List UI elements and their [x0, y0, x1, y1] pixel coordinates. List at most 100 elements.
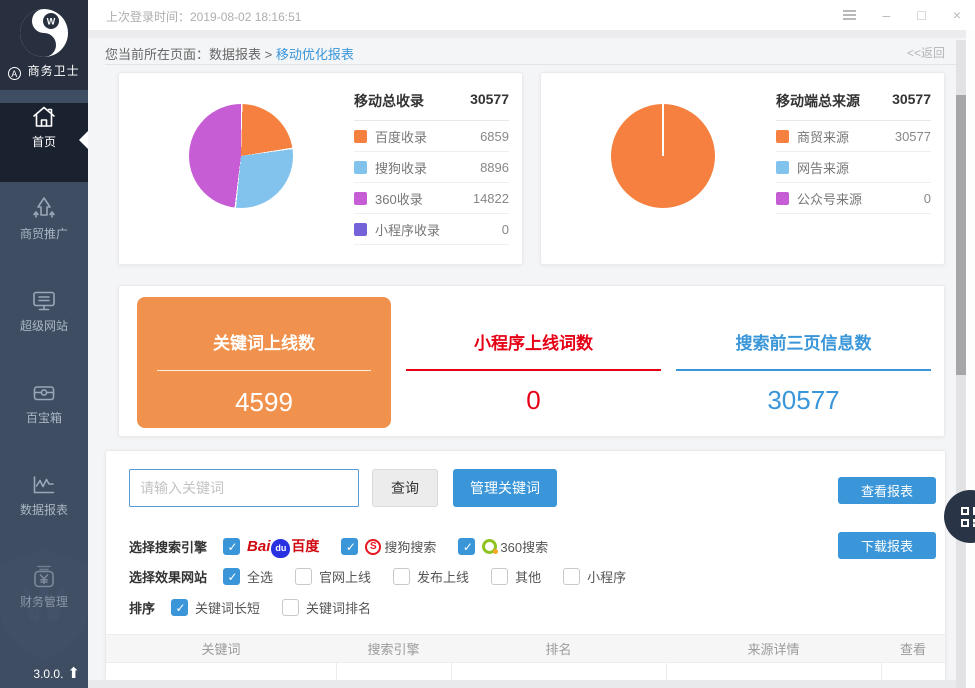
baidu-swatch-icon: [354, 129, 367, 143]
sidebar-item-website[interactable]: 超级网站: [0, 287, 88, 366]
brand-logo-icon: W: [18, 7, 70, 59]
select-all-checkbox[interactable]: [223, 568, 241, 586]
minimize-button[interactable]: –: [882, 7, 891, 23]
active-arrow-icon: [79, 131, 88, 149]
engine-option-360: 360搜索: [458, 537, 548, 556]
title-bar: 上次登录时间：2019-08-02 18:16:51 – □ ×: [88, 0, 975, 30]
legend-item: 360收录 14822: [354, 183, 509, 214]
top3-info-stat: 搜索前三页信息数 30577: [676, 297, 931, 428]
back-link[interactable]: <<返回: [906, 46, 945, 60]
mobile-source-pie-card: 移动端总来源 30577 商贸来源 30577 网告来源 公众号来源 0: [540, 72, 945, 265]
sidebar-item-reports[interactable]: 数据报表: [0, 471, 88, 550]
brand-block: W A 商务卫士: [0, 0, 88, 90]
site-row-label: 选择效果网站: [129, 570, 208, 585]
official-site-checkbox[interactable]: [295, 568, 313, 585]
stat-value: 30577: [767, 385, 840, 415]
results-table-header: 关键词 搜索引擎 排名 来源详情 查看: [106, 634, 945, 663]
query-button[interactable]: 查询: [372, 469, 438, 507]
stats-card: 关键词上线数 4599 小程序上线词数 0 搜索前三页信息数 30577: [118, 285, 945, 437]
pie-slice-divider: [662, 104, 664, 156]
mobile-source-legend: 移动端总来源 30577 商贸来源 30577 网告来源 公众号来源 0: [776, 91, 931, 214]
breadcrumb-prefix: 您当前所在页面：: [105, 47, 210, 62]
download-report-button[interactable]: 下载报表: [838, 532, 936, 559]
toolbox-icon: [30, 379, 58, 407]
sort-option-length: 关键词长短: [171, 598, 260, 617]
legend-title: 移动端总来源 30577: [776, 91, 931, 121]
keyword-search-input[interactable]: [129, 469, 359, 507]
trade-swatch-icon: [776, 129, 789, 143]
legend-item: 百度收录 6859: [354, 121, 509, 152]
mobile-index-legend: 移动总收录 30577 百度收录 6859 搜狗收录 8896 360收录 148…: [354, 91, 509, 245]
360-checkbox[interactable]: [458, 538, 476, 556]
close-button[interactable]: ×: [952, 7, 961, 23]
stat-divider: [676, 369, 931, 371]
breadcrumb-section: 数据报表: [209, 47, 262, 62]
sogou-logo-icon: S: [365, 538, 382, 555]
site-option-miniprogram: 小程序: [563, 567, 626, 586]
maximize-button[interactable]: □: [917, 7, 926, 23]
finance-yuan-icon: [30, 563, 58, 591]
manage-keywords-button[interactable]: 管理关键词: [453, 469, 557, 507]
vertical-scrollbar[interactable]: [956, 40, 966, 688]
view-report-button[interactable]: 查看报表: [838, 477, 936, 504]
sidebar-item-label: 首页: [31, 135, 56, 149]
keyword-online-stat: 关键词上线数 4599: [137, 297, 391, 428]
main-content: 您当前所在页面：数据报表 > 移动优化报表 <<返回 移动总收录 30577 百度…: [88, 30, 975, 688]
site-option-official: 官网上线: [295, 567, 371, 586]
sort-row: 排序 关键词长短 关键词排名: [129, 598, 393, 617]
sort-option-rank: 关键词排名: [282, 598, 371, 617]
sidebar-item-label: 超级网站: [19, 319, 68, 333]
keyword-length-checkbox[interactable]: [171, 599, 189, 617]
sort-row-label: 排序: [129, 601, 156, 616]
sogou-checkbox[interactable]: [341, 538, 359, 556]
breadcrumb-current-link[interactable]: 移动优化报表: [275, 47, 354, 62]
effect-site-row: 选择效果网站 全选 官网上线 发布上线 其他: [129, 567, 648, 586]
publish-checkbox[interactable]: [393, 568, 411, 585]
baidu-logo-icon: Bai du 百度: [247, 536, 319, 558]
legend-total: 30577: [892, 91, 931, 107]
svg-text:W: W: [22, 579, 66, 631]
brand-badge-icon: A: [8, 67, 22, 80]
qr-code-icon: [960, 506, 975, 527]
sidebar-item-label: 商贸推广: [19, 227, 68, 241]
update-arrow-icon[interactable]: ⬆: [67, 665, 80, 682]
last-login-text: 上次登录时间：2019-08-02 18:16:51: [106, 10, 302, 24]
sidebar-item-home[interactable]: 首页: [0, 103, 88, 182]
mobile-index-pie-card: 移动总收录 30577 百度收录 6859 搜狗收录 8896 360收录 148…: [118, 72, 523, 265]
breadcrumb-separator: >: [264, 47, 273, 62]
other-checkbox[interactable]: [491, 568, 509, 585]
site-option-all: 全选: [223, 567, 273, 586]
sidebar-item-promotion[interactable]: 商贸推广: [0, 195, 88, 274]
sidebar-item-label: 百宝箱: [25, 411, 62, 425]
webad-swatch-icon: [776, 160, 789, 174]
miniprogram-checkbox[interactable]: [563, 568, 581, 585]
keyword-rank-checkbox[interactable]: [282, 599, 300, 616]
chart-line-icon: [30, 471, 58, 499]
sidebar-item-toolbox[interactable]: 百宝箱: [0, 379, 88, 458]
column-header-view: 查看: [899, 642, 926, 657]
shield-watermark: W: [0, 543, 88, 663]
sidebar: W A 商务卫士 首页: [0, 0, 88, 688]
baidu-checkbox[interactable]: [223, 538, 241, 556]
column-header-source: 来源详情: [747, 642, 800, 657]
engine-row-label: 选择搜索引擎: [129, 540, 208, 556]
scrollbar-thumb[interactable]: [956, 95, 966, 375]
menu-icon[interactable]: [842, 8, 856, 23]
wechat-swatch-icon: [776, 191, 789, 205]
legend-item: 搜狗收录 8896: [354, 152, 509, 183]
360-swatch-icon: [354, 191, 367, 205]
sidebar-item-finance[interactable]: 财务管理: [0, 563, 88, 642]
topbar-divider: [88, 30, 975, 38]
legend-item: 公众号来源 0: [776, 183, 931, 214]
sogou-swatch-icon: [354, 160, 367, 174]
column-header-rank: 排名: [545, 642, 572, 657]
stat-divider: [157, 370, 371, 371]
stat-divider: [406, 369, 661, 371]
engine-option-sogou: S 搜狗搜索: [341, 537, 436, 556]
window-controls: – □ ×: [842, 0, 961, 30]
mobile-index-pie-chart: [189, 104, 293, 208]
breadcrumb-divider: [105, 64, 958, 65]
site-option-publish: 发布上线: [393, 567, 469, 586]
